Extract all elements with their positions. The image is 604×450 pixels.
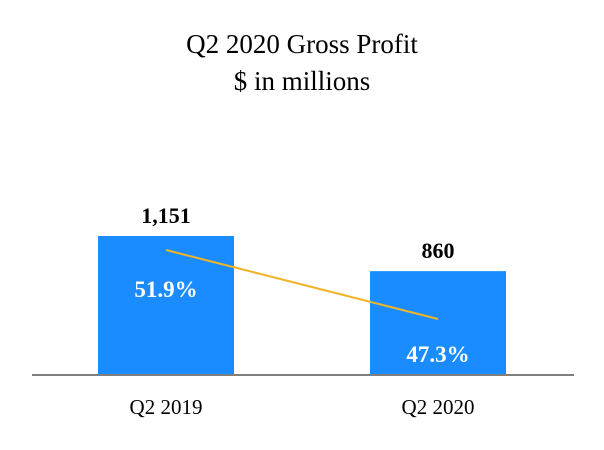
- bar-1: [98, 236, 234, 375]
- chart-title: Q2 2020 Gross Profit: [186, 29, 418, 59]
- chart-title-block: Q2 2020 Gross Profit $ in millions: [0, 26, 604, 100]
- category-label-1: Q2 2019: [130, 395, 203, 419]
- chart-subtitle: $ in millions: [233, 66, 371, 96]
- margin-pct-label-1: 51.9%: [134, 277, 197, 302]
- category-label-2: Q2 2020: [402, 395, 475, 419]
- bar-value-label-2: 860: [422, 238, 455, 263]
- margin-line: [165, 249, 439, 320]
- bar-value-label-1: 1,151: [141, 203, 191, 228]
- margin-pct-label-2: 47.3%: [406, 342, 469, 367]
- bar-2: [370, 271, 506, 375]
